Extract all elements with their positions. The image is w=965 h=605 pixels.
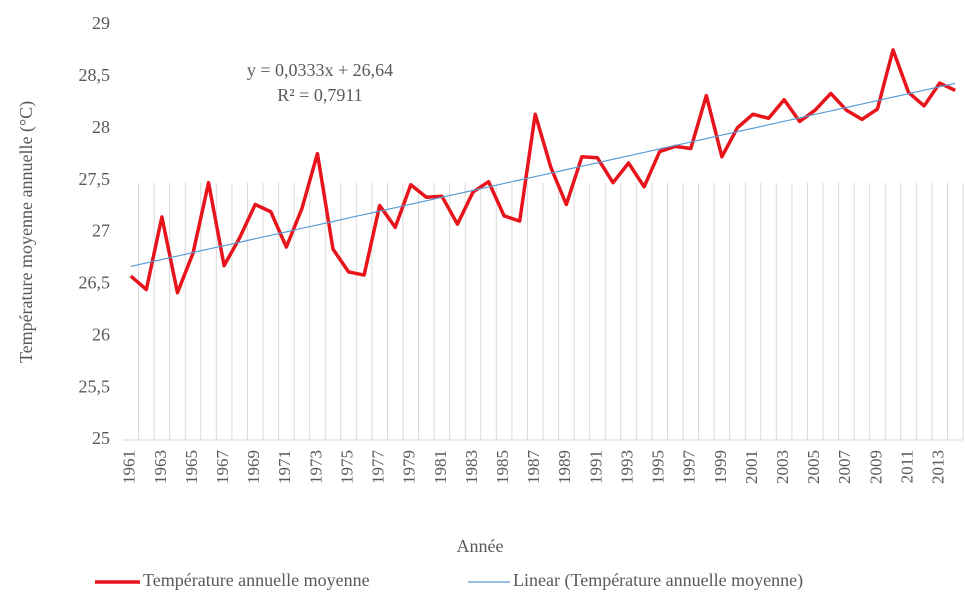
x-tick-label: 1963 [151,450,170,484]
x-tick-label: 1985 [493,450,512,484]
x-tick-label: 1979 [400,450,419,484]
y-tick-label: 28,5 [79,65,111,85]
x-tick-label: 1965 [182,450,201,484]
x-tick-label: 1969 [244,450,263,484]
annotation: y = 0,0333x + 26,64 [247,60,393,80]
y-tick-label: 26,5 [79,273,111,293]
x-tick-label: 2009 [866,450,885,484]
x-tick-label: 2003 [773,450,792,484]
x-tick-label: 1987 [524,450,543,485]
x-tick-label: 1971 [275,450,294,484]
x-tick-label: 1983 [462,450,481,484]
x-tick-label: 2007 [835,450,854,485]
trend-line [130,82,956,268]
x-tick-label: 2013 [929,450,948,484]
y-tick-label: 27,5 [79,169,111,189]
x-tick-label: 1961 [120,450,139,484]
y-tick-label: 25,5 [79,376,111,396]
x-tick-label: 1981 [431,450,450,484]
y-tick-label: 26 [92,324,110,344]
y-tick-label: 29 [92,13,110,33]
x-tick-label: 1967 [213,450,232,485]
legend-label: Linear (Température annuelle moyenne) [513,570,803,591]
x-tick-label: 1977 [369,450,388,485]
annotation: R² = 0,7911 [277,85,362,105]
x-tick-label: 1999 [711,450,730,484]
x-tick-label: 1989 [555,450,574,484]
x-tick-label: 1991 [586,450,605,484]
x-axis-title: Année [457,536,504,556]
y-tick-label: 25 [92,428,110,448]
data-line [129,48,956,295]
x-tick-label: 1975 [337,450,356,484]
x-tick-label: 1993 [617,450,636,484]
x-tick-label: 1997 [680,450,699,485]
legend-label: Température annuelle moyenne [143,570,370,590]
x-tick-label: 2005 [804,450,823,484]
x-tick-label: 2001 [742,450,761,484]
x-tick-label: 1995 [649,450,668,484]
x-tick-label: 2011 [897,450,916,483]
x-tick-label: 1973 [306,450,325,484]
y-tick-label: 27 [92,221,110,241]
y-axis-title: Température moyenne annuelle (°C) [16,101,37,363]
y-tick-label: 28 [92,117,110,137]
